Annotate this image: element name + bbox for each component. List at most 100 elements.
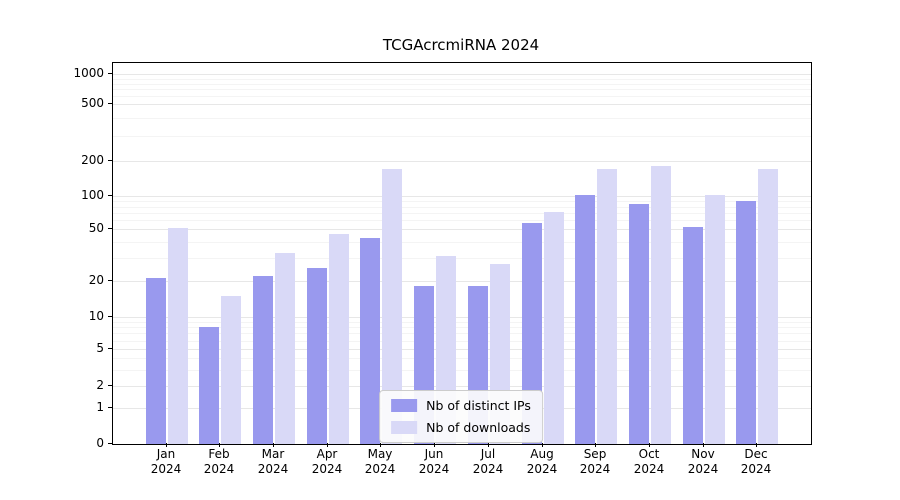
x-tick-mark bbox=[166, 443, 167, 447]
x-tick-label: Oct 2024 bbox=[607, 447, 691, 477]
x-tick-label: Apr 2024 bbox=[285, 447, 369, 477]
minor-gridline bbox=[113, 207, 811, 208]
x-tick-label: Dec 2024 bbox=[714, 447, 798, 477]
bar-downloads bbox=[758, 169, 778, 444]
x-tick-year: 2024 bbox=[579, 462, 611, 476]
y-tick-mark bbox=[108, 443, 112, 444]
x-tick-month: Dec bbox=[744, 447, 768, 461]
x-tick-year: 2024 bbox=[418, 462, 450, 476]
x-tick-month: Jun bbox=[424, 447, 444, 461]
bar-distinct-ips bbox=[199, 327, 219, 444]
x-tick-month: Sep bbox=[583, 447, 607, 461]
major-gridline bbox=[113, 74, 811, 75]
major-gridline bbox=[113, 386, 811, 387]
x-tick-month: Oct bbox=[638, 447, 660, 461]
y-tick-label: 200 bbox=[81, 153, 104, 167]
x-tick-year: 2024 bbox=[203, 462, 235, 476]
x-tick-mark bbox=[327, 443, 328, 447]
bar-distinct-ips bbox=[575, 195, 595, 444]
y-tick-label: 0 bbox=[96, 436, 104, 450]
minor-gridline bbox=[113, 242, 811, 243]
minor-gridline bbox=[113, 84, 811, 85]
bar-distinct-ips bbox=[253, 276, 273, 444]
x-tick-year: 2024 bbox=[257, 462, 289, 476]
x-tick-mark bbox=[542, 443, 543, 447]
x-tick-mark bbox=[434, 443, 435, 447]
x-tick-mark bbox=[703, 443, 704, 447]
x-tick-month: Apr bbox=[316, 447, 338, 461]
plot-area bbox=[112, 62, 812, 445]
y-tick-mark bbox=[108, 316, 112, 317]
minor-gridline bbox=[113, 118, 811, 119]
y-tick-mark bbox=[108, 228, 112, 229]
y-tick-label: 20 bbox=[88, 273, 104, 287]
y-tick-label: 1 bbox=[96, 400, 104, 414]
x-tick-label: Mar 2024 bbox=[231, 447, 315, 477]
x-tick-mark bbox=[219, 443, 220, 447]
y-tick-label: 1000 bbox=[73, 66, 104, 80]
bar-downloads bbox=[221, 296, 241, 444]
x-tick-mark bbox=[649, 443, 650, 447]
x-tick-mark bbox=[756, 443, 757, 447]
bar-downloads bbox=[329, 234, 349, 444]
minor-gridline bbox=[113, 370, 811, 371]
major-gridline bbox=[113, 104, 811, 105]
major-gridline bbox=[113, 161, 811, 162]
x-tick-year: 2024 bbox=[311, 462, 343, 476]
x-tick-label: May 2024 bbox=[338, 447, 422, 477]
minor-gridline bbox=[113, 333, 811, 334]
y-tick-label: 2 bbox=[96, 378, 104, 392]
legend-label: Nb of distinct IPs bbox=[426, 398, 531, 413]
minor-gridline bbox=[113, 201, 811, 202]
y-tick-label: 10 bbox=[88, 309, 104, 323]
y-tick-mark bbox=[108, 407, 112, 408]
bar-downloads bbox=[168, 228, 188, 444]
x-tick-label: Jan 2024 bbox=[124, 447, 208, 477]
bar-downloads bbox=[651, 166, 671, 444]
y-tick-mark bbox=[108, 73, 112, 74]
x-tick-year: 2024 bbox=[150, 462, 182, 476]
x-tick-month: Nov bbox=[691, 447, 715, 461]
major-gridline bbox=[113, 317, 811, 318]
major-gridline bbox=[113, 281, 811, 282]
x-tick-month: Jul bbox=[480, 447, 496, 461]
x-tick-mark bbox=[273, 443, 274, 447]
x-tick-label: Feb 2024 bbox=[177, 447, 261, 477]
y-tick-mark bbox=[108, 160, 112, 161]
minor-gridline bbox=[113, 327, 811, 328]
bar-distinct-ips bbox=[146, 278, 166, 444]
minor-gridline bbox=[113, 220, 811, 221]
y-tick-mark bbox=[108, 385, 112, 386]
x-tick-year: 2024 bbox=[472, 462, 504, 476]
minor-gridline bbox=[113, 258, 811, 259]
x-tick-year: 2024 bbox=[364, 462, 396, 476]
bar-distinct-ips bbox=[360, 238, 380, 444]
x-tick-month: Feb bbox=[208, 447, 230, 461]
x-tick-month: Aug bbox=[530, 447, 554, 461]
x-tick-month: May bbox=[367, 447, 393, 461]
bar-distinct-ips bbox=[736, 201, 756, 444]
bar-downloads bbox=[544, 212, 564, 444]
y-tick-label: 50 bbox=[88, 221, 104, 235]
chart-title: TCGAcrcmiRNA 2024 bbox=[382, 36, 540, 54]
x-tick-month: Jan bbox=[156, 447, 176, 461]
legend-item: Nb of distinct IPs bbox=[391, 398, 531, 413]
x-tick-mark bbox=[595, 443, 596, 447]
minor-gridline bbox=[113, 79, 811, 80]
major-gridline bbox=[113, 196, 811, 197]
x-tick-month: Mar bbox=[261, 447, 285, 461]
bar-distinct-ips bbox=[522, 223, 542, 444]
x-tick-year: 2024 bbox=[526, 462, 558, 476]
minor-gridline bbox=[113, 322, 811, 323]
legend-swatch bbox=[391, 421, 418, 434]
x-tick-label: Jun 2024 bbox=[392, 447, 476, 477]
bar-downloads bbox=[275, 253, 295, 444]
y-tick-label: 5 bbox=[96, 341, 104, 355]
y-tick-mark bbox=[108, 195, 112, 196]
x-tick-label: Sep 2024 bbox=[553, 447, 637, 477]
bar-distinct-ips bbox=[629, 204, 649, 444]
x-tick-label: Nov 2024 bbox=[661, 447, 745, 477]
y-tick-label: 100 bbox=[81, 188, 104, 202]
x-tick-label: Jul 2024 bbox=[446, 447, 530, 477]
minor-gridline bbox=[113, 96, 811, 97]
